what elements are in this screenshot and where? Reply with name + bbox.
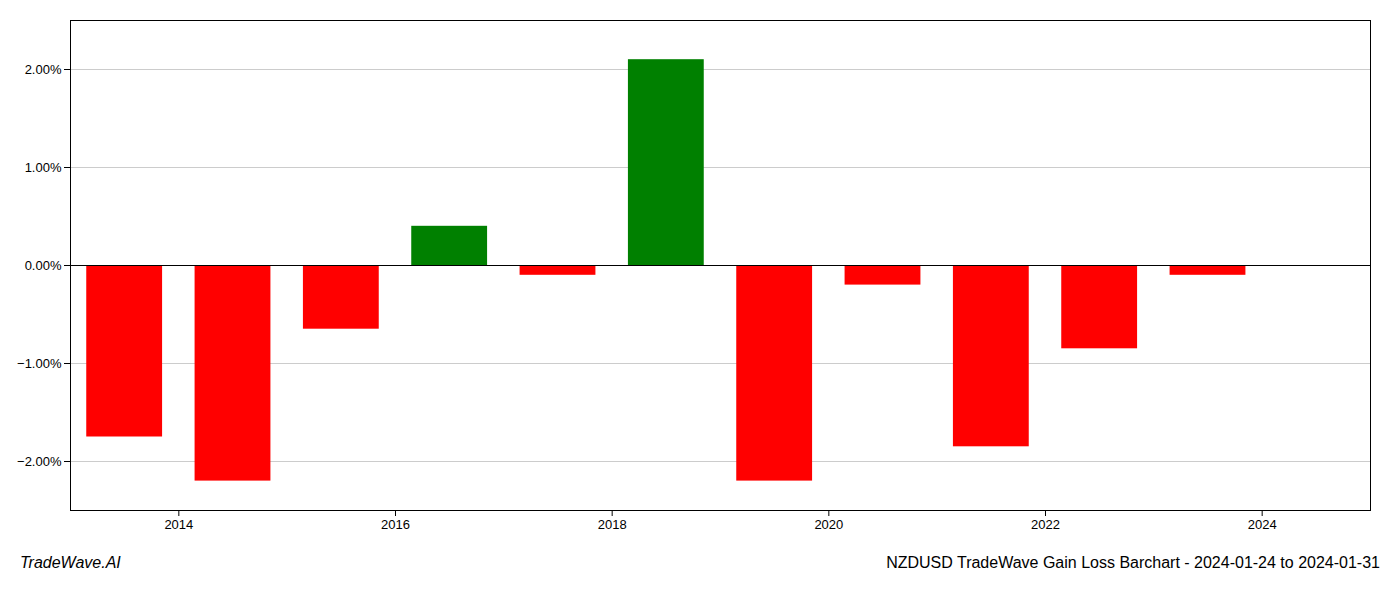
svg-text:−1.00%: −1.00% [17, 356, 62, 371]
svg-text:2024: 2024 [1248, 517, 1277, 532]
svg-text:−2.00%: −2.00% [17, 454, 62, 469]
svg-text:2.00%: 2.00% [25, 62, 62, 77]
svg-text:1.00%: 1.00% [25, 160, 62, 175]
svg-text:0.00%: 0.00% [25, 258, 62, 273]
svg-text:2014: 2014 [164, 517, 193, 532]
svg-text:2022: 2022 [1031, 517, 1060, 532]
svg-text:2016: 2016 [381, 517, 410, 532]
svg-text:2018: 2018 [598, 517, 627, 532]
svg-text:2020: 2020 [814, 517, 843, 532]
html-text:TradeWave.AI: TradeWave.AI [20, 554, 121, 571]
html-text:NZDUSD TradeWave Gain Loss Bar: NZDUSD TradeWave Gain Loss Barchart - 20… [886, 554, 1380, 571]
